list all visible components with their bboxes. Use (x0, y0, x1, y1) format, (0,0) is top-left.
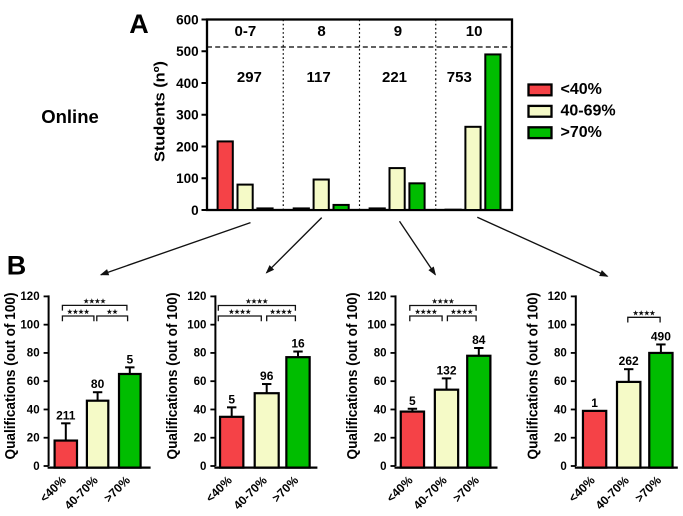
svg-text:<40%: <40% (561, 81, 602, 98)
svg-text:0: 0 (560, 461, 566, 473)
svg-text:Qualifications (out of 100): Qualifications (out of 100) (2, 293, 19, 460)
svg-text:5: 5 (409, 394, 416, 408)
svg-text:297: 297 (237, 69, 262, 86)
svg-text:Students (nº): Students (nº) (151, 61, 168, 162)
svg-text:9: 9 (394, 23, 402, 40)
svg-text:400: 400 (176, 76, 199, 91)
svg-text:Qualifications (out of 100): Qualifications (out of 100) (525, 293, 542, 460)
svg-text:20: 20 (554, 433, 567, 445)
svg-text:120: 120 (20, 291, 39, 303)
svg-text:1: 1 (591, 396, 598, 410)
svg-text:B: B (7, 251, 27, 281)
svg-text:600: 600 (176, 12, 199, 27)
svg-text:60: 60 (194, 376, 207, 388)
svg-text:100: 100 (187, 319, 206, 331)
svg-text:0: 0 (200, 461, 206, 473)
svg-text:Online: Online (41, 106, 99, 127)
svg-text:211: 211 (56, 408, 76, 422)
svg-text:300: 300 (176, 108, 199, 123)
svg-text:120: 120 (367, 291, 386, 303)
svg-text:120: 120 (187, 291, 206, 303)
svg-text:100: 100 (176, 171, 199, 186)
svg-text:5: 5 (126, 352, 133, 366)
svg-text:10: 10 (466, 23, 483, 40)
svg-text:753: 753 (447, 69, 472, 86)
svg-text:221: 221 (382, 69, 407, 86)
svg-text:0: 0 (191, 203, 199, 218)
svg-text:200: 200 (176, 139, 199, 154)
svg-text:8: 8 (317, 23, 325, 40)
svg-text:100: 100 (548, 319, 567, 331)
svg-text:Qualifications (out of 100): Qualifications (out of 100) (164, 293, 181, 460)
svg-text:20: 20 (27, 433, 40, 445)
svg-text:84: 84 (472, 333, 486, 347)
svg-text:>70%: >70% (561, 124, 602, 141)
svg-text:40-69%: 40-69% (561, 103, 616, 120)
svg-text:60: 60 (27, 376, 40, 388)
svg-text:490: 490 (651, 329, 671, 343)
svg-text:0: 0 (380, 461, 386, 473)
svg-text:80: 80 (554, 348, 567, 360)
svg-text:0-7: 0-7 (235, 23, 257, 40)
svg-text:16: 16 (291, 337, 305, 351)
svg-text:Qualifications (out of 100): Qualifications (out of 100) (344, 293, 361, 460)
svg-text:0: 0 (33, 461, 39, 473)
svg-text:80: 80 (27, 348, 40, 360)
svg-text:262: 262 (619, 354, 639, 368)
svg-text:120: 120 (548, 291, 567, 303)
svg-text:5: 5 (228, 392, 235, 406)
svg-text:20: 20 (194, 433, 207, 445)
svg-text:500: 500 (176, 44, 199, 59)
svg-text:40: 40 (194, 404, 207, 416)
svg-text:117: 117 (306, 69, 330, 86)
svg-text:80: 80 (91, 377, 105, 391)
svg-text:60: 60 (374, 376, 387, 388)
svg-text:A: A (129, 9, 149, 39)
svg-text:80: 80 (374, 348, 387, 360)
svg-text:100: 100 (367, 319, 386, 331)
svg-text:20: 20 (374, 433, 387, 445)
svg-text:80: 80 (194, 348, 207, 360)
svg-text:100: 100 (20, 319, 39, 331)
svg-text:40: 40 (554, 404, 567, 416)
svg-text:132: 132 (436, 363, 456, 377)
svg-text:96: 96 (260, 369, 274, 383)
svg-text:60: 60 (554, 376, 567, 388)
svg-text:40: 40 (374, 404, 387, 416)
svg-text:40: 40 (27, 404, 40, 416)
